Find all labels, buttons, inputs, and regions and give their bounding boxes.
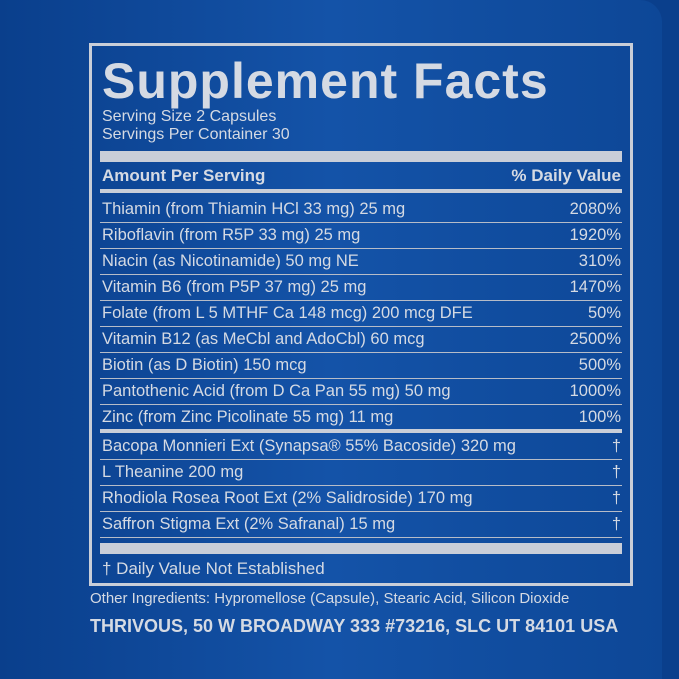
rule — [100, 429, 622, 433]
serving-size: Serving Size 2 Capsules — [102, 108, 277, 125]
row-daily-value: 1000% — [569, 382, 621, 400]
row-name: Zinc (from Zinc Picolinate 55 mg) 11 mg — [102, 408, 394, 426]
row-rule — [100, 248, 622, 249]
header-amount: Amount Per Serving — [102, 166, 266, 185]
facts-box — [89, 43, 633, 586]
row-daily-value: 100% — [578, 408, 621, 426]
row-name: Saffron Stigma Ext (2% Safranal) 15 mg — [102, 515, 396, 533]
row-rule — [100, 511, 622, 512]
footnote: † Daily Value Not Established — [102, 559, 325, 578]
row-rule — [100, 485, 622, 486]
row-daily-value: † — [611, 515, 621, 533]
row-rule — [100, 404, 622, 405]
rule — [100, 189, 622, 193]
row-daily-value: 1920% — [569, 226, 621, 244]
row-daily-value: † — [611, 437, 621, 455]
row-rule — [100, 378, 622, 379]
row-name: Bacopa Monnieri Ext (Synapsa® 55% Bacosi… — [102, 437, 516, 455]
row-name: Vitamin B6 (from P5P 37 mg) 25 mg — [102, 278, 367, 296]
row-name: Niacin (as Nicotinamide) 50 mg NE — [102, 252, 359, 270]
servings-per-container: Servings Per Container 30 — [102, 126, 290, 143]
row-daily-value: 2500% — [569, 330, 621, 348]
row-daily-value: 1470% — [569, 278, 621, 296]
row-name: Biotin (as D Biotin) 150 mcg — [102, 356, 307, 374]
row-rule — [100, 352, 622, 353]
row-rule — [100, 326, 622, 327]
row-daily-value: † — [611, 463, 621, 481]
row-rule — [100, 222, 622, 223]
row-rule — [100, 459, 622, 460]
other-ingredients: Other Ingredients: Hypromellose (Capsule… — [90, 590, 570, 607]
thick-rule — [100, 543, 622, 554]
row-name: Rhodiola Rosea Root Ext (2% Salidroside)… — [102, 489, 473, 507]
row-rule — [100, 537, 622, 538]
row-name: Thiamin (from Thiamin HCl 33 mg) 25 mg — [102, 200, 406, 218]
title: Supplement Facts — [102, 53, 549, 109]
row-daily-value: 50% — [587, 304, 621, 322]
row-name: Riboflavin (from R5P 33 mg) 25 mg — [102, 226, 361, 244]
row-rule — [100, 274, 622, 275]
row-daily-value: 500% — [578, 356, 621, 374]
panel — [0, 0, 662, 679]
row-rule — [100, 300, 622, 301]
row-daily-value: 310% — [578, 252, 621, 270]
row-name: Vitamin B12 (as MeCbl and AdoCbl) 60 mcg — [102, 330, 425, 348]
row-daily-value: 2080% — [569, 200, 621, 218]
row-daily-value: † — [611, 489, 621, 507]
header-daily-value: % Daily Value — [511, 166, 621, 185]
thick-rule — [100, 151, 622, 162]
row-name: L Theanine 200 mg — [102, 463, 244, 481]
address: THRIVOUS, 50 W BROADWAY 333 #73216, SLC … — [90, 616, 619, 636]
row-name: Pantothenic Acid (from D Ca Pan 55 mg) 5… — [102, 382, 451, 400]
row-name: Folate (from L 5 MTHF Ca 148 mcg) 200 mc… — [102, 304, 473, 322]
